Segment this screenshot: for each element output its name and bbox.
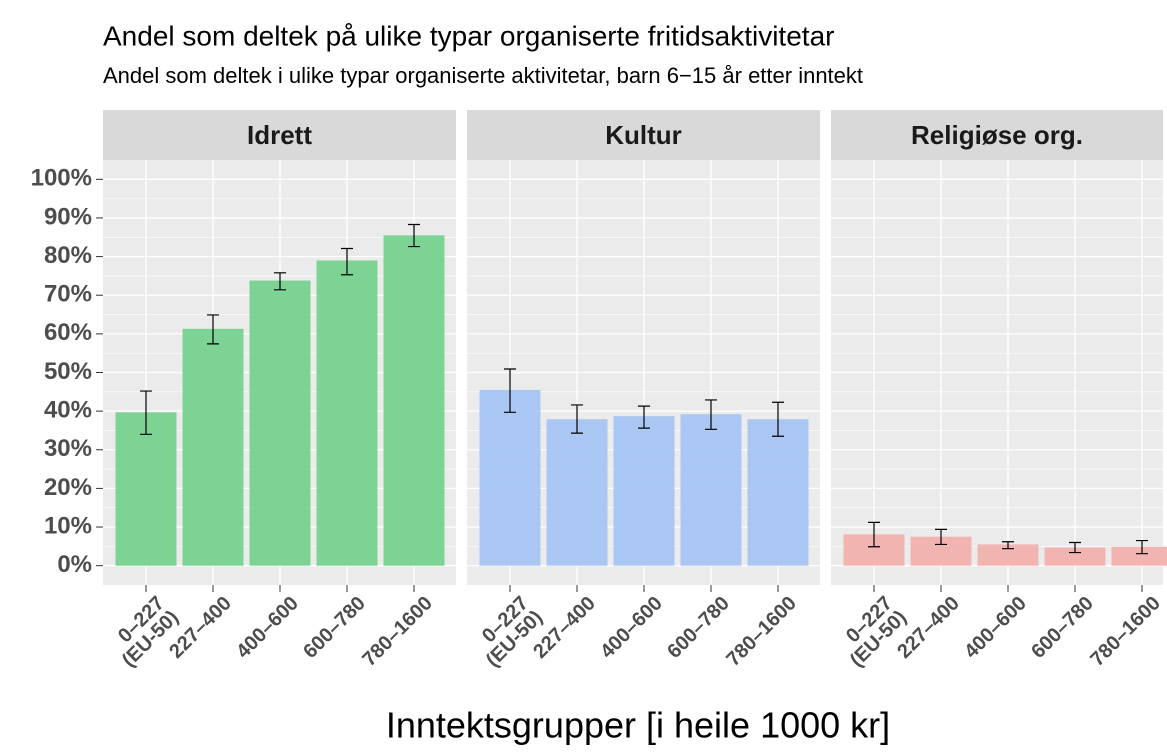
error-bar [140, 390, 152, 435]
bar [383, 235, 445, 566]
strip [831, 110, 1163, 160]
bar [546, 419, 608, 566]
y-tick-label: 100% [31, 165, 92, 192]
y-tick-label: 10% [44, 512, 92, 539]
strip-label: Idrett [247, 120, 312, 150]
error-bar [935, 528, 947, 546]
error-bar [408, 223, 420, 248]
error-bar [1002, 541, 1014, 550]
bar [1044, 547, 1106, 566]
y-tick-label: 40% [44, 396, 92, 423]
error-bar [1136, 539, 1148, 555]
strip [103, 110, 456, 160]
bar [479, 389, 541, 566]
bar [115, 412, 177, 566]
y-tick-label: 70% [44, 281, 92, 308]
x-axis-title: Inntektsgrupper [i heile 1000 kr] [386, 705, 890, 746]
error-bar [571, 404, 583, 434]
bar [977, 544, 1039, 566]
error-bar [868, 521, 880, 548]
bar [680, 414, 742, 566]
error-bar [1069, 541, 1081, 554]
y-tick-label: 80% [44, 242, 92, 269]
y-tick-label: 20% [44, 474, 92, 501]
strip-label: Kultur [605, 120, 682, 150]
y-tick-label: 30% [44, 435, 92, 462]
bar [182, 328, 244, 566]
error-bar [638, 405, 650, 429]
error-bar [341, 247, 353, 276]
y-tick-label: 50% [44, 358, 92, 385]
y-tick-label: 0% [57, 551, 92, 578]
bar [1111, 546, 1167, 566]
error-bar [705, 399, 717, 430]
bar [613, 416, 675, 566]
strip [467, 110, 820, 160]
bar [747, 419, 809, 566]
strip-label: Religiøse org. [911, 120, 1083, 150]
chart-title: Andel som deltek på ulike typar organise… [103, 20, 834, 51]
y-tick-label: 90% [44, 203, 92, 230]
error-bar [207, 314, 219, 345]
error-bar [772, 401, 784, 437]
bar [249, 280, 311, 566]
error-bar [504, 368, 516, 413]
y-tick-label: 60% [44, 319, 92, 346]
chart-subtitle: Andel som deltek i ulike typar organiser… [103, 63, 863, 88]
bar [316, 260, 378, 566]
error-bar [274, 272, 286, 291]
